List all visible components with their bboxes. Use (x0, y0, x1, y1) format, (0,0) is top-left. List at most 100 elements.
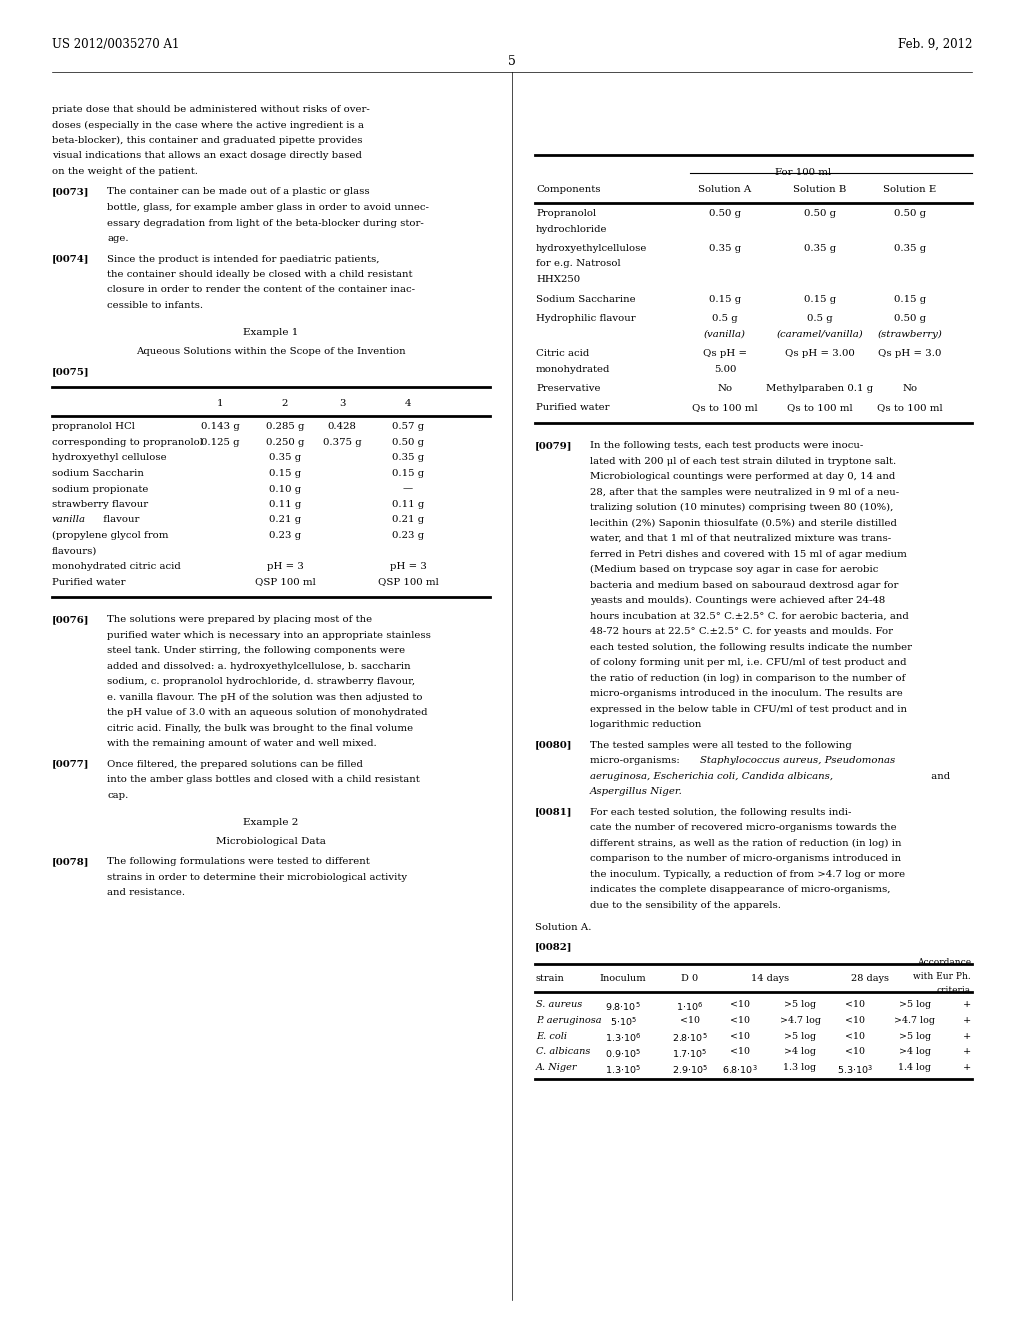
Text: 28 days: 28 days (851, 974, 889, 983)
Text: [0081]: [0081] (535, 808, 572, 817)
Text: monohydrated citric acid: monohydrated citric acid (52, 562, 181, 572)
Text: 1.3 log: 1.3 log (783, 1063, 816, 1072)
Text: Propranolol: Propranolol (536, 209, 596, 218)
Text: C. albicans: C. albicans (536, 1047, 591, 1056)
Text: 0.21 g: 0.21 g (269, 516, 301, 524)
Text: QSP 100 ml: QSP 100 ml (255, 578, 315, 586)
Text: of colony forming unit per ml, i.e. CFU/ml of test product and: of colony forming unit per ml, i.e. CFU/… (590, 657, 906, 667)
Text: citric acid. Finally, the bulk was brought to the final volume: citric acid. Finally, the bulk was broug… (106, 723, 413, 733)
Text: >5 log: >5 log (784, 1001, 816, 1008)
Text: vanilla: vanilla (52, 516, 86, 524)
Text: E. coli: E. coli (536, 1032, 567, 1040)
Text: >5 log: >5 log (899, 1001, 931, 1008)
Text: Example 2: Example 2 (244, 818, 299, 828)
Text: logarithmic reduction: logarithmic reduction (590, 719, 701, 729)
Text: the pH value of 3.0 with an aqueous solution of monohydrated: the pH value of 3.0 with an aqueous solu… (106, 708, 427, 717)
Text: For each tested solution, the following results indi-: For each tested solution, the following … (590, 808, 851, 817)
Text: lecithin (2%) Saponin thiosulfate (0.5%) and sterile distilled: lecithin (2%) Saponin thiosulfate (0.5%)… (590, 519, 897, 528)
Text: corresponding to propranolol: corresponding to propranolol (52, 438, 203, 447)
Text: the container should ideally be closed with a child resistant: the container should ideally be closed w… (106, 271, 413, 279)
Text: due to the sensibility of the apparels.: due to the sensibility of the apparels. (590, 900, 781, 909)
Text: $5{\cdot}10^5$: $5{\cdot}10^5$ (609, 1016, 637, 1028)
Text: steel tank. Under stirring, the following components were: steel tank. Under stirring, the followin… (106, 645, 406, 655)
Text: 0.15 g: 0.15 g (804, 294, 836, 304)
Text: D 0: D 0 (681, 974, 698, 983)
Text: 0.11 g: 0.11 g (269, 500, 301, 510)
Text: <10: <10 (730, 1032, 750, 1040)
Text: sodium, c. propranolol hydrochloride, d. strawberry flavour,: sodium, c. propranolol hydrochloride, d.… (106, 677, 415, 686)
Text: water, and that 1 ml of that neutralized mixture was trans-: water, and that 1 ml of that neutralized… (590, 535, 891, 543)
Text: The following formulations were tested to different: The following formulations were tested t… (106, 857, 370, 866)
Text: sodium propionate: sodium propionate (52, 484, 148, 494)
Text: Solution E: Solution E (884, 185, 937, 194)
Text: 0.11 g: 0.11 g (392, 500, 424, 510)
Text: ferred in Petri dishes and covered with 15 ml of agar medium: ferred in Petri dishes and covered with … (590, 549, 907, 558)
Text: +: + (963, 1032, 971, 1040)
Text: 3: 3 (339, 400, 345, 408)
Text: essary degradation from light of the beta-blocker during stor-: essary degradation from light of the bet… (106, 219, 424, 227)
Text: HHX250: HHX250 (536, 275, 581, 284)
Text: No: No (718, 384, 732, 393)
Text: 4: 4 (404, 400, 412, 408)
Text: Since the product is intended for paediatric patients,: Since the product is intended for paedia… (106, 255, 380, 264)
Text: 0.23 g: 0.23 g (392, 531, 424, 540)
Text: In the following tests, each test products were inocu-: In the following tests, each test produc… (590, 441, 863, 450)
Text: e. vanilla flavour. The pH of the solution was then adjusted to: e. vanilla flavour. The pH of the soluti… (106, 693, 423, 701)
Text: cessible to infants.: cessible to infants. (106, 301, 203, 310)
Text: [0074]: [0074] (52, 255, 89, 264)
Text: purified water which is necessary into an appropriate stainless: purified water which is necessary into a… (106, 631, 431, 639)
Text: for e.g. Natrosol: for e.g. Natrosol (536, 260, 621, 268)
Text: [0079]: [0079] (535, 441, 572, 450)
Text: with the remaining amount of water and well mixed.: with the remaining amount of water and w… (106, 739, 377, 748)
Text: the ratio of reduction (in log) in comparison to the number of: the ratio of reduction (in log) in compa… (590, 673, 905, 682)
Text: Purified water: Purified water (536, 404, 609, 412)
Text: 14 days: 14 days (751, 974, 790, 983)
Text: (strawberry): (strawberry) (878, 330, 942, 339)
Text: (caramel/vanilla): (caramel/vanilla) (776, 330, 863, 338)
Text: 0.15 g: 0.15 g (269, 469, 301, 478)
Text: criteria: criteria (937, 986, 971, 995)
Text: 5: 5 (508, 55, 516, 69)
Text: into the amber glass bottles and closed with a child resistant: into the amber glass bottles and closed … (106, 775, 420, 784)
Text: $6.8{\cdot}10^3$: $6.8{\cdot}10^3$ (722, 1063, 758, 1076)
Text: [0082]: [0082] (535, 942, 572, 950)
Text: bottle, glass, for example amber glass in order to avoid unnec-: bottle, glass, for example amber glass i… (106, 203, 429, 213)
Text: The tested samples were all tested to the following: The tested samples were all tested to th… (590, 741, 852, 750)
Text: +: + (963, 1016, 971, 1024)
Text: 0.21 g: 0.21 g (392, 516, 424, 524)
Text: [0077]: [0077] (52, 759, 89, 768)
Text: $1.7{\cdot}10^5$: $1.7{\cdot}10^5$ (673, 1047, 708, 1060)
Text: +: + (963, 1001, 971, 1008)
Text: and: and (928, 771, 950, 780)
Text: pH = 3: pH = 3 (389, 562, 426, 572)
Text: hydrochloride: hydrochloride (536, 224, 607, 234)
Text: >4 log: >4 log (784, 1047, 816, 1056)
Text: Staphylococcus aureus, Pseudomonas: Staphylococcus aureus, Pseudomonas (700, 756, 895, 766)
Text: $9.8{\cdot}10^5$: $9.8{\cdot}10^5$ (605, 1001, 641, 1012)
Text: No: No (902, 384, 918, 393)
Text: Hydrophilic flavour: Hydrophilic flavour (536, 314, 636, 323)
Text: micro-organisms:: micro-organisms: (590, 756, 683, 766)
Text: lated with 200 μl of each test strain diluted in tryptone salt.: lated with 200 μl of each test strain di… (590, 457, 896, 466)
Text: doses (especially in the case where the active ingredient is a: doses (especially in the case where the … (52, 120, 364, 129)
Text: QSP 100 ml: QSP 100 ml (378, 578, 438, 586)
Text: Accordance: Accordance (916, 958, 971, 968)
Text: 0.35 g: 0.35 g (269, 454, 301, 462)
Text: cate the number of recovered micro-organisms towards the: cate the number of recovered micro-organ… (590, 822, 897, 832)
Text: [0073]: [0073] (52, 187, 89, 197)
Text: P. aeruginosa: P. aeruginosa (536, 1016, 602, 1024)
Text: Qs to 100 ml: Qs to 100 ml (692, 404, 758, 412)
Text: [0080]: [0080] (535, 741, 572, 750)
Text: 0.35 g: 0.35 g (709, 244, 741, 253)
Text: Components: Components (536, 185, 600, 194)
Text: $1.3{\cdot}10^6$: $1.3{\cdot}10^6$ (605, 1032, 641, 1044)
Text: 0.428: 0.428 (328, 422, 356, 432)
Text: Example 1: Example 1 (244, 329, 299, 338)
Text: $5.3{\cdot}10^3$: $5.3{\cdot}10^3$ (837, 1063, 873, 1076)
Text: 2: 2 (282, 400, 288, 408)
Text: Qs to 100 ml: Qs to 100 ml (878, 404, 943, 412)
Text: $0.9{\cdot}10^5$: $0.9{\cdot}10^5$ (605, 1047, 641, 1060)
Text: Purified water: Purified water (52, 578, 126, 586)
Text: added and dissolved: a. hydroxyethylcellulose, b. saccharin: added and dissolved: a. hydroxyethylcell… (106, 661, 411, 671)
Text: 1: 1 (217, 400, 223, 408)
